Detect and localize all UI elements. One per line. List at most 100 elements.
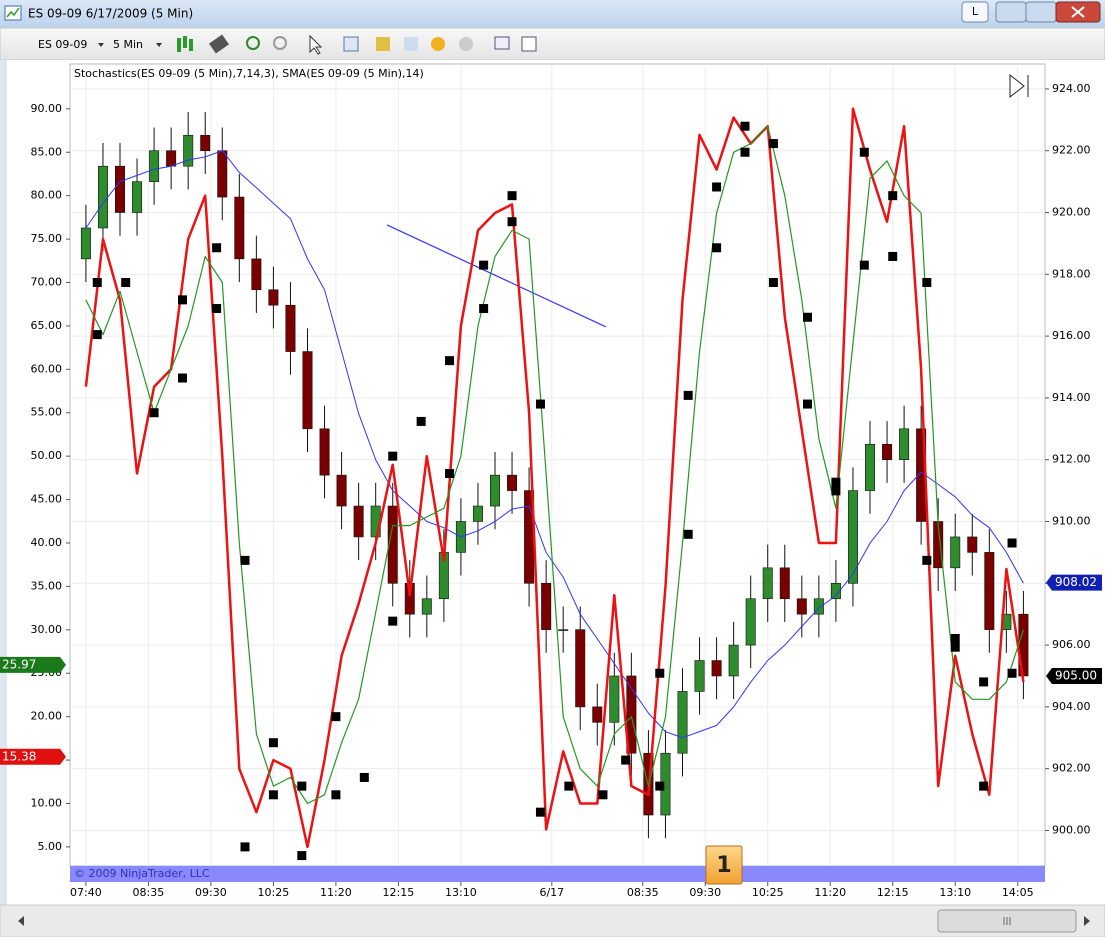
marker-square — [507, 217, 517, 227]
candle-body — [490, 474, 500, 507]
y-tick-label: 75.00 — [31, 232, 63, 245]
marker-square — [683, 529, 693, 539]
y-tick-label: 40.00 — [31, 536, 63, 549]
marker-square — [212, 243, 222, 253]
marker-square — [683, 390, 693, 400]
marker-square — [178, 373, 187, 383]
y-tick-label: 10.00 — [31, 796, 63, 809]
candle-body — [472, 505, 483, 522]
candle-body — [268, 289, 279, 306]
marker-square — [297, 851, 307, 861]
y2-tick-label: 920.00 — [1052, 206, 1091, 219]
marker-square — [297, 781, 307, 791]
marker-badge[interactable] — [705, 845, 743, 885]
scrollbar[interactable] — [0, 904, 1105, 937]
candle-body — [183, 134, 194, 167]
window-title: ES 09-09 6/17/2009 (5 Min) — [28, 7, 193, 21]
candle-body — [865, 443, 875, 491]
y-tick-label: 70.00 — [31, 276, 63, 289]
marker-square — [768, 139, 778, 149]
y2-tick-label: 904.00 — [1052, 700, 1091, 713]
marker-badge-label[interactable]: 1 — [716, 853, 731, 878]
candle-body — [830, 582, 841, 600]
candle-body — [575, 629, 586, 708]
candle-body — [677, 691, 688, 754]
marker-square — [655, 668, 665, 678]
scroll-right[interactable] — [1084, 916, 1090, 926]
app-icon-line — [6, 7, 20, 18]
marker-square — [888, 251, 898, 261]
minimize-button[interactable] — [995, 1, 1027, 23]
instrument-selector[interactable]: ES 09-09 — [38, 38, 87, 51]
candle-body — [626, 675, 637, 754]
candle-body — [882, 443, 893, 460]
price-marker-label: 908.02 — [1055, 575, 1097, 589]
marker-square — [479, 260, 489, 270]
marker-square — [1007, 668, 1017, 678]
y2-tick-label: 924.00 — [1052, 82, 1091, 95]
marker-square — [803, 312, 812, 322]
candle-body — [387, 505, 398, 584]
price-marker — [0, 656, 66, 673]
x-tick-label: 10:25 — [752, 886, 784, 899]
marker-square — [950, 634, 960, 644]
candle-body — [541, 582, 552, 630]
x-tick-label: 08:35 — [627, 886, 659, 899]
y-tick-label: 80.00 — [31, 189, 63, 202]
candle-body — [745, 598, 756, 646]
candle-body — [234, 196, 245, 260]
marker-square — [564, 781, 574, 791]
marker-square — [859, 260, 869, 270]
marker-square — [445, 356, 455, 366]
x-tick-label: 11:20 — [320, 886, 352, 899]
price-marker-label: 25.97 — [2, 657, 36, 671]
marker-square — [859, 147, 869, 157]
price-marker-label: 905.00 — [1055, 668, 1097, 682]
plot-area — [70, 64, 1045, 866]
trendline — [386, 224, 607, 328]
candle-body — [285, 304, 296, 352]
toolbar-icons[interactable] — [177, 34, 537, 55]
x-tick-label: 07:40 — [70, 886, 102, 899]
marker-square — [979, 781, 989, 791]
marker-square — [479, 304, 489, 314]
candle-body — [217, 150, 228, 198]
indicator-line — [84, 107, 1025, 849]
marker-square — [922, 555, 932, 565]
link-button-label[interactable]: L — [972, 5, 979, 18]
maximize-button[interactable] — [1025, 1, 1057, 23]
y-tick-label: 55.00 — [31, 406, 63, 419]
y-tick-label: 45.00 — [31, 493, 63, 506]
marker-square — [621, 755, 631, 765]
marker-square — [240, 842, 250, 852]
marker-square — [268, 790, 278, 800]
link-button[interactable] — [961, 1, 989, 23]
x-tick-label: 11:20 — [814, 886, 846, 899]
candle-body — [319, 428, 330, 476]
scroll-end-icon[interactable] — [1009, 73, 1025, 99]
x-tick-label: 13:10 — [939, 886, 971, 899]
candle-body — [950, 536, 961, 569]
x-tick-label: 09:30 — [195, 886, 227, 899]
scroll-grip — [1003, 917, 1011, 925]
candle-body — [592, 706, 603, 723]
y-tick-label: 90.00 — [31, 102, 63, 115]
candle-body — [967, 536, 978, 553]
y-tick-label: 60.00 — [31, 362, 63, 375]
marker-square — [1007, 538, 1017, 548]
toolbar — [0, 27, 1105, 61]
price-marker — [1046, 574, 1102, 591]
candle-body — [149, 150, 160, 182]
marker-square — [416, 416, 426, 426]
candle-body — [711, 660, 722, 677]
y2-tick-label: 914.00 — [1052, 391, 1091, 404]
marker-square — [178, 295, 187, 305]
indicator-line — [85, 150, 1024, 739]
copyright-band — [70, 866, 1045, 882]
scroll-left[interactable] — [18, 916, 24, 926]
interval-selector[interactable]: 5 Min — [113, 38, 143, 51]
x-tick-label: 13:10 — [445, 886, 477, 899]
title-bar — [0, 0, 1105, 28]
x-tick-label: 12:15 — [383, 886, 415, 899]
